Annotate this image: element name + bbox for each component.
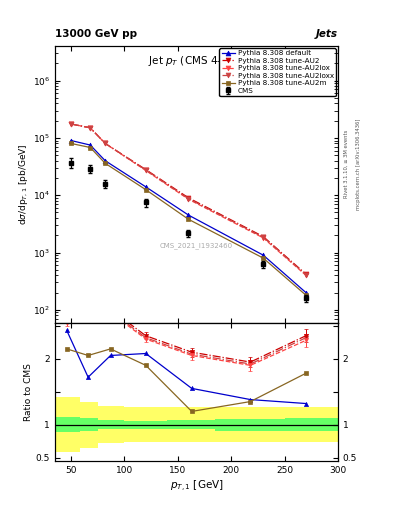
Pythia 8.308 default xyxy=(69,137,73,143)
Pythia 8.308 tune-AU2m xyxy=(103,160,108,166)
Pythia 8.308 tune-AU2lox xyxy=(143,167,148,174)
Y-axis label: d$\sigma$/dp$_{T,1}$ [pb/GeV]: d$\sigma$/dp$_{T,1}$ [pb/GeV] xyxy=(17,143,30,225)
Line: Pythia 8.308 tune-AU2m: Pythia 8.308 tune-AU2m xyxy=(69,141,309,297)
Pythia 8.308 tune-AU2loxx xyxy=(186,196,191,202)
Pythia 8.308 default xyxy=(143,184,148,190)
Pythia 8.308 tune-AU2 xyxy=(261,233,266,240)
Pythia 8.308 tune-AU2 xyxy=(69,121,73,127)
Pythia 8.308 tune-AU2loxx xyxy=(88,125,93,131)
Pythia 8.308 tune-AU2loxx xyxy=(303,272,308,278)
X-axis label: $p_{T,1}$ [GeV]: $p_{T,1}$ [GeV] xyxy=(170,479,223,494)
Legend: Pythia 8.308 default, Pythia 8.308 tune-AU2, Pythia 8.308 tune-AU2lox, Pythia 8.: Pythia 8.308 default, Pythia 8.308 tune-… xyxy=(219,48,336,96)
Pythia 8.308 tune-AU2 xyxy=(88,125,93,131)
Pythia 8.308 tune-AU2loxx xyxy=(103,140,108,146)
Pythia 8.308 tune-AU2m xyxy=(88,144,93,151)
Pythia 8.308 tune-AU2m xyxy=(143,186,148,193)
Text: Jets: Jets xyxy=(316,29,338,39)
Pythia 8.308 tune-AU2m xyxy=(303,292,308,298)
Pythia 8.308 tune-AU2lox xyxy=(88,125,93,131)
Pythia 8.308 tune-AU2 xyxy=(143,166,148,173)
Text: Jet $p_T$ (CMS 4-jets): Jet $p_T$ (CMS 4-jets) xyxy=(148,54,245,69)
Line: Pythia 8.308 tune-AU2loxx: Pythia 8.308 tune-AU2loxx xyxy=(69,121,309,277)
Text: 13000 GeV pp: 13000 GeV pp xyxy=(55,29,137,39)
Pythia 8.308 tune-AU2lox xyxy=(69,121,73,127)
Line: Pythia 8.308 tune-AU2: Pythia 8.308 tune-AU2 xyxy=(69,121,309,276)
Line: Pythia 8.308 default: Pythia 8.308 default xyxy=(69,138,309,295)
Text: CMS_2021_I1932460: CMS_2021_I1932460 xyxy=(160,242,233,248)
Pythia 8.308 tune-AU2loxx xyxy=(261,234,266,240)
Pythia 8.308 tune-AU2 xyxy=(103,140,108,146)
Text: mcplots.cern.ch [arXiv:1306.3436]: mcplots.cern.ch [arXiv:1306.3436] xyxy=(356,118,361,209)
Pythia 8.308 default xyxy=(103,158,108,164)
Pythia 8.308 tune-AU2m xyxy=(261,255,266,261)
Pythia 8.308 default xyxy=(303,289,308,295)
Pythia 8.308 tune-AU2lox xyxy=(103,140,108,146)
Pythia 8.308 tune-AU2m xyxy=(69,140,73,146)
Pythia 8.308 default xyxy=(88,142,93,148)
Pythia 8.308 default xyxy=(261,252,266,258)
Y-axis label: Ratio to CMS: Ratio to CMS xyxy=(24,362,33,421)
Pythia 8.308 tune-AU2 xyxy=(303,271,308,277)
Pythia 8.308 tune-AU2lox xyxy=(303,272,308,279)
Pythia 8.308 tune-AU2loxx xyxy=(143,167,148,173)
Pythia 8.308 default xyxy=(186,212,191,218)
Pythia 8.308 tune-AU2m xyxy=(186,216,191,222)
Line: Pythia 8.308 tune-AU2lox: Pythia 8.308 tune-AU2lox xyxy=(69,121,309,278)
Text: Rivet 3.1.10, ≥ 3M events: Rivet 3.1.10, ≥ 3M events xyxy=(344,130,349,198)
Pythia 8.308 tune-AU2lox xyxy=(261,235,266,241)
Pythia 8.308 tune-AU2lox xyxy=(186,196,191,202)
Pythia 8.308 tune-AU2loxx xyxy=(69,121,73,127)
Pythia 8.308 tune-AU2 xyxy=(186,195,191,201)
